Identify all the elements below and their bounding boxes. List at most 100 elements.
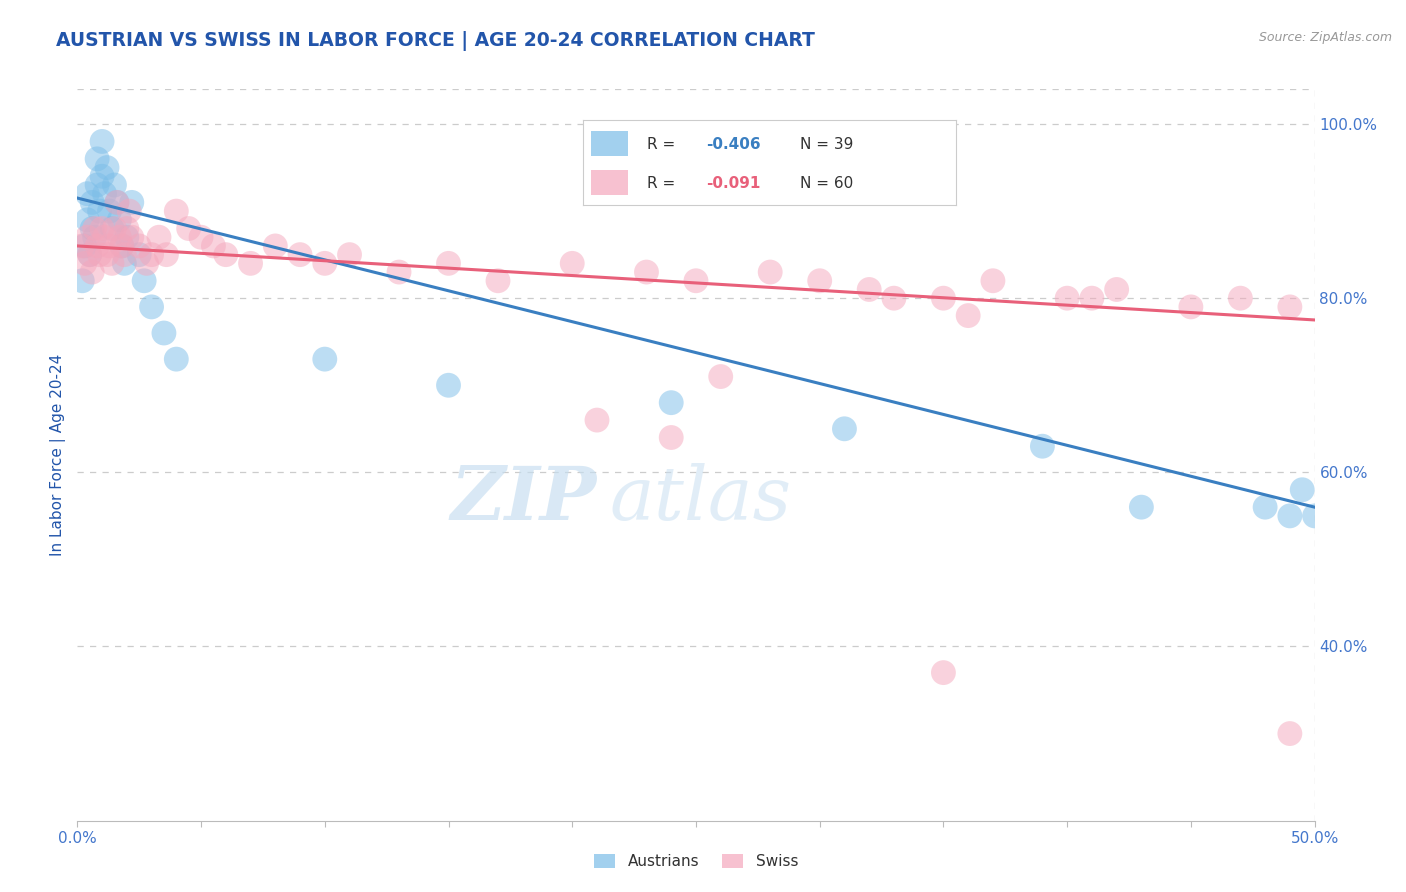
Point bbox=[72, 239, 94, 253]
Point bbox=[437, 256, 460, 270]
Point bbox=[101, 221, 124, 235]
Point bbox=[76, 230, 98, 244]
Point bbox=[685, 274, 707, 288]
Point bbox=[86, 239, 108, 253]
Point bbox=[288, 247, 311, 261]
Point bbox=[96, 161, 118, 175]
Point bbox=[103, 178, 125, 192]
Point bbox=[932, 665, 955, 680]
Point bbox=[659, 430, 682, 444]
Point bbox=[111, 239, 134, 253]
Point bbox=[1229, 291, 1251, 305]
Point bbox=[118, 204, 141, 219]
Point bbox=[98, 239, 121, 253]
Point bbox=[957, 309, 980, 323]
Point bbox=[89, 247, 111, 261]
Point bbox=[76, 212, 98, 227]
Point bbox=[76, 186, 98, 201]
Point bbox=[388, 265, 411, 279]
Point bbox=[759, 265, 782, 279]
Point bbox=[105, 195, 128, 210]
Text: R =: R = bbox=[647, 176, 681, 191]
Point bbox=[91, 221, 114, 235]
Point bbox=[1291, 483, 1313, 497]
Point bbox=[108, 230, 131, 244]
Point bbox=[121, 230, 143, 244]
Point bbox=[83, 230, 105, 244]
Point bbox=[128, 247, 150, 261]
Point bbox=[93, 186, 115, 201]
Text: -0.406: -0.406 bbox=[706, 136, 761, 152]
Legend: Austrians, Swiss: Austrians, Swiss bbox=[588, 848, 804, 875]
Point bbox=[141, 247, 163, 261]
Text: N = 39: N = 39 bbox=[800, 136, 853, 152]
Point bbox=[79, 247, 101, 261]
Point bbox=[111, 239, 134, 253]
Text: AUSTRIAN VS SWISS IN LABOR FORCE | AGE 20-24 CORRELATION CHART: AUSTRIAN VS SWISS IN LABOR FORCE | AGE 2… bbox=[56, 31, 815, 51]
Point bbox=[105, 195, 128, 210]
Point bbox=[858, 283, 880, 297]
Point bbox=[165, 204, 187, 219]
Point bbox=[112, 247, 135, 261]
Point bbox=[89, 204, 111, 219]
Point bbox=[215, 247, 238, 261]
FancyBboxPatch shape bbox=[591, 169, 628, 195]
Point bbox=[73, 239, 96, 253]
Point bbox=[1278, 300, 1301, 314]
Point bbox=[153, 326, 176, 340]
Point bbox=[128, 239, 150, 253]
Point bbox=[1130, 500, 1153, 515]
Point bbox=[108, 212, 131, 227]
Point bbox=[155, 247, 177, 261]
Point bbox=[883, 291, 905, 305]
Point bbox=[73, 256, 96, 270]
Point bbox=[101, 256, 124, 270]
Point bbox=[86, 178, 108, 192]
Point bbox=[437, 378, 460, 392]
Text: atlas: atlas bbox=[609, 463, 792, 535]
FancyBboxPatch shape bbox=[591, 130, 628, 156]
Text: -0.091: -0.091 bbox=[706, 176, 761, 191]
Point bbox=[79, 247, 101, 261]
Point bbox=[561, 256, 583, 270]
Point bbox=[115, 230, 138, 244]
Point bbox=[486, 274, 509, 288]
Point bbox=[1180, 300, 1202, 314]
Point bbox=[115, 221, 138, 235]
Point bbox=[314, 256, 336, 270]
Point bbox=[91, 135, 114, 149]
Point bbox=[1303, 508, 1326, 523]
Point bbox=[177, 221, 200, 235]
Text: Source: ZipAtlas.com: Source: ZipAtlas.com bbox=[1258, 31, 1392, 45]
Point bbox=[932, 291, 955, 305]
Point bbox=[165, 352, 187, 367]
Point bbox=[190, 230, 212, 244]
Point bbox=[710, 369, 733, 384]
Point bbox=[981, 274, 1004, 288]
Point bbox=[314, 352, 336, 367]
Point bbox=[339, 247, 361, 261]
Point bbox=[1278, 508, 1301, 523]
Point bbox=[98, 204, 121, 219]
Text: R =: R = bbox=[647, 136, 681, 152]
Text: N = 60: N = 60 bbox=[800, 176, 853, 191]
Point bbox=[202, 239, 225, 253]
Point bbox=[82, 221, 104, 235]
Point bbox=[834, 422, 856, 436]
Text: ZIP: ZIP bbox=[451, 463, 598, 535]
Point bbox=[141, 300, 163, 314]
Point bbox=[1031, 439, 1053, 453]
Point bbox=[103, 221, 125, 235]
Point bbox=[72, 274, 94, 288]
Point bbox=[86, 152, 108, 166]
Point bbox=[1056, 291, 1078, 305]
Point bbox=[96, 247, 118, 261]
Point bbox=[121, 195, 143, 210]
Point bbox=[659, 395, 682, 409]
Point bbox=[93, 230, 115, 244]
Point bbox=[1254, 500, 1277, 515]
Point bbox=[82, 195, 104, 210]
Point bbox=[586, 413, 609, 427]
Point bbox=[91, 169, 114, 184]
Point bbox=[112, 256, 135, 270]
